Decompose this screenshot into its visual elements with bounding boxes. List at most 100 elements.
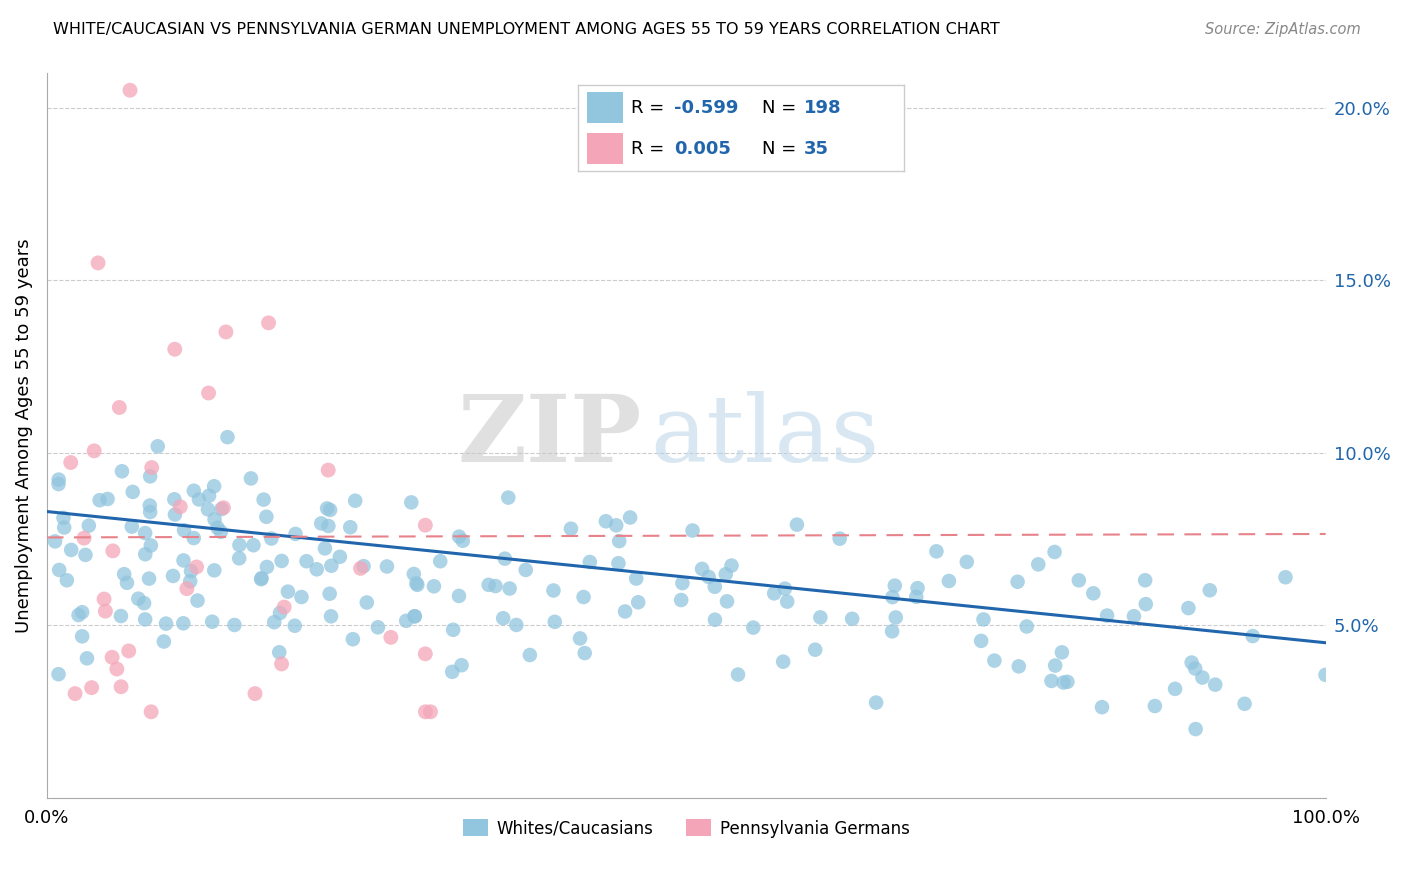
Point (60, 543, 83, 558)
Point (449, 530, 471, 544)
Point (938, 574, 960, 588)
Point (295, 554, 318, 568)
Point (883, 578, 905, 592)
Point (1184, 661, 1206, 675)
Point (714, 567, 737, 582)
Point (404, 609, 426, 624)
Point (318, 587, 340, 601)
Point (188, 492, 211, 507)
Point (48, 667, 70, 681)
Point (89, 493, 111, 508)
Point (380, 631, 402, 645)
Point (70, 629, 93, 643)
Point (314, 541, 336, 556)
Point (270, 657, 292, 671)
Point (484, 579, 506, 593)
Point (183, 483, 205, 498)
Point (498, 582, 520, 596)
Point (1184, 722, 1206, 736)
Point (543, 583, 565, 598)
Point (1204, 678, 1226, 692)
Point (1015, 619, 1038, 633)
Point (716, 594, 738, 608)
Point (572, 590, 595, 604)
Point (925, 544, 948, 558)
Point (110, 609, 132, 624)
Point (406, 578, 429, 592)
Point (808, 610, 831, 624)
Point (356, 595, 378, 609)
Point (153, 634, 176, 648)
Point (101, 544, 124, 558)
Point (1007, 574, 1029, 589)
Point (48, 477, 70, 491)
Point (344, 493, 367, 508)
Point (772, 655, 794, 669)
Point (250, 571, 273, 585)
Point (239, 471, 262, 485)
Point (284, 619, 307, 633)
Point (763, 586, 786, 600)
Point (578, 555, 600, 569)
Point (828, 532, 851, 546)
Point (139, 469, 162, 483)
Point (882, 590, 904, 604)
Point (605, 518, 627, 533)
Point (67, 608, 90, 623)
Point (402, 566, 425, 581)
Point (173, 523, 195, 537)
Point (215, 325, 238, 339)
Point (450, 658, 472, 673)
Point (907, 581, 929, 595)
Point (1091, 700, 1114, 714)
Point (339, 520, 361, 534)
Point (201, 615, 224, 629)
Point (139, 499, 162, 513)
Point (87, 256, 110, 270)
Point (415, 705, 437, 719)
Point (560, 522, 582, 536)
Point (703, 580, 725, 594)
Point (134, 547, 156, 561)
Point (52, 511, 75, 525)
Point (163, 343, 186, 357)
Point (419, 705, 441, 719)
Point (569, 632, 592, 646)
Point (1315, 668, 1337, 682)
Point (169, 500, 191, 514)
Point (269, 606, 291, 620)
Point (1043, 658, 1066, 673)
Point (211, 502, 233, 516)
Point (118, 644, 141, 658)
Point (121, 519, 143, 533)
Point (77, 518, 100, 533)
Point (183, 531, 205, 545)
Text: Source: ZipAtlas.com: Source: ZipAtlas.com (1205, 22, 1361, 37)
Point (228, 551, 250, 566)
Point (93, 592, 115, 607)
Point (1135, 597, 1157, 611)
Point (127, 591, 149, 606)
Point (1274, 570, 1296, 584)
Point (607, 534, 630, 549)
Point (217, 430, 239, 444)
Point (329, 549, 352, 564)
Point (70, 605, 93, 619)
Point (1056, 674, 1078, 689)
Point (76, 651, 98, 665)
Point (63, 687, 86, 701)
Point (375, 559, 398, 574)
Point (607, 556, 630, 570)
Point (141, 460, 163, 475)
Point (263, 615, 285, 629)
Y-axis label: Unemployment Among Ages 55 to 59 years: Unemployment Among Ages 55 to 59 years (15, 238, 32, 632)
Point (451, 533, 474, 548)
Point (284, 527, 307, 541)
Point (786, 517, 808, 532)
Point (319, 503, 342, 517)
Point (198, 489, 221, 503)
Point (429, 554, 451, 568)
Point (101, 650, 124, 665)
Point (956, 555, 979, 569)
Point (59, 455, 82, 469)
